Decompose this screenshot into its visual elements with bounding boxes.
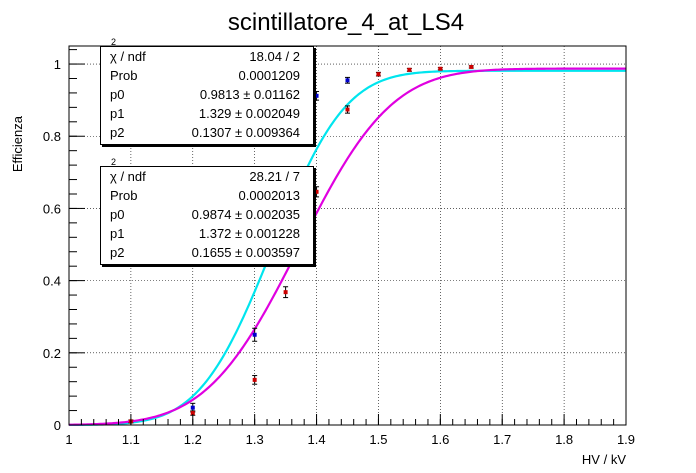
data-point (283, 290, 288, 295)
x-tick-label: 1.8 (555, 432, 573, 447)
stats-label: p1 (110, 226, 125, 241)
plot-frame (68, 45, 627, 426)
stats-row-prob: Prob 0.0001209 (101, 67, 313, 86)
stats-value: 0.1307 ± 0.009364 (191, 125, 300, 140)
stats-row-p1: p1 1.329 ± 0.002049 (101, 105, 313, 124)
stats-value: 0.9813 ± 0.01162 (199, 87, 300, 102)
stats-value: 1.329 ± 0.002049 (198, 106, 300, 121)
stats-label: p0 (110, 87, 125, 102)
stats-value: 0.9874 ± 0.002035 (191, 207, 300, 222)
x-tick-label: 1.9 (617, 432, 635, 447)
x-tick-label: 1.2 (184, 432, 202, 447)
y-tick-label: 1 (54, 57, 61, 72)
stats-value: 0.1655 ± 0.003597 (191, 245, 300, 260)
stats-row-p2: p2 0.1307 ± 0.009364 (101, 124, 313, 143)
x-tick-label: 1.6 (431, 432, 449, 447)
data-point (252, 377, 257, 382)
y-tick-label: 0.4 (43, 274, 61, 289)
data-point (376, 72, 381, 77)
data-point (469, 64, 474, 69)
x-tick-label: 1.7 (493, 432, 511, 447)
stats-value: 18.04 / 2 (249, 49, 300, 64)
axis-ticks: 1 1.1 1.2 1.3 1.4 1.5 1.6 1.7 1.8 1.9 0 0.2 0.4 0.6 0.… (43, 49, 635, 447)
stats-row-p2: p2 0.1655 ± 0.003597 (101, 244, 313, 263)
stats-label: Prob (110, 68, 138, 83)
stats-label: p1 (110, 106, 125, 121)
stats-value: 28.21 / 7 (249, 169, 300, 184)
data-point (345, 107, 350, 112)
stats-label: p0 (110, 207, 125, 222)
x-tick-label: 1 (65, 432, 72, 447)
stats-label: p2 (110, 125, 125, 140)
data-point (407, 67, 412, 72)
y-tick-label: 0.2 (43, 346, 61, 361)
y-tick-label: 0 (54, 418, 61, 433)
x-axis-label: HV / kV (582, 452, 626, 467)
fit-curve (68, 67, 626, 426)
chart-title: scintillatore_4_at_LS4 (228, 9, 464, 36)
fit-curves (68, 67, 626, 427)
data-point (314, 189, 319, 194)
data-point (252, 332, 257, 337)
stats-row-p0: p0 0.9813 ± 0.01162 (101, 86, 313, 105)
stats-row-prob: Prob 0.0002013 (101, 187, 313, 206)
x-tick-label: 1.5 (369, 432, 387, 447)
stats-label: Prob (110, 188, 138, 203)
data-point (345, 78, 350, 83)
stats-row-p1: p1 1.372 ± 0.001228 (101, 225, 313, 244)
stats-value: 0.0002013 (238, 188, 300, 203)
x-tick-label: 1.3 (246, 432, 264, 447)
data-point (438, 66, 443, 71)
data-point (190, 405, 195, 410)
x-tick-label: 1.1 (122, 432, 140, 447)
x-tick-label: 1.4 (308, 432, 326, 447)
stats-label: p2 (110, 245, 125, 260)
data-point (190, 411, 195, 416)
stats-value: 1.372 ± 0.001228 (198, 226, 300, 241)
stats-row-p0: p0 0.9874 ± 0.002035 (101, 206, 313, 225)
y-axis-label: Efficienza (10, 115, 25, 172)
stats-value: 0.0001209 (238, 68, 300, 83)
y-tick-label: 0.8 (43, 129, 61, 144)
data-point (314, 93, 319, 98)
y-tick-label: 0.6 (43, 201, 61, 216)
